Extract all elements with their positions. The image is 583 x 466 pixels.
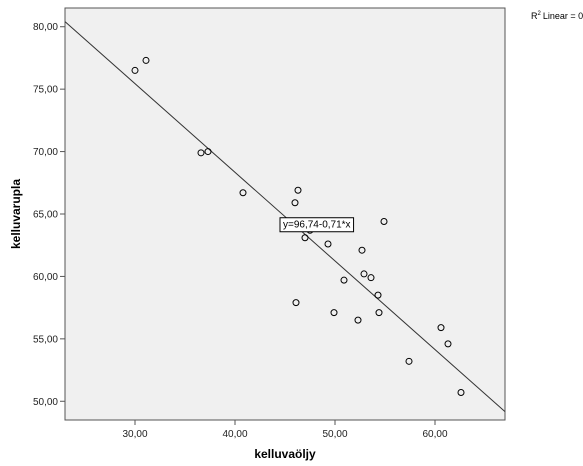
data-point <box>340 276 348 284</box>
axis-ticks: 30,00 40,00 50,00 60,00 50,00 55,00 60,00 65,00… <box>33 22 448 440</box>
data-point <box>444 340 452 348</box>
y-tick-label: 80,00 <box>33 22 58 33</box>
y-tick-label: 50,00 <box>33 397 58 408</box>
x-tick-label: 30,00 <box>122 429 147 440</box>
data-point <box>131 66 139 74</box>
fit-equation-label: y=96,74-0,71*x <box>283 220 351 231</box>
data-point <box>457 389 465 397</box>
data-point <box>380 217 388 225</box>
data-point <box>360 270 368 278</box>
data-point <box>324 240 332 248</box>
data-point <box>437 324 445 332</box>
data-point <box>294 186 302 194</box>
y-tick-label: 60,00 <box>33 272 58 283</box>
x-axis-label: kelluvaöljy <box>254 447 316 461</box>
x-tick-label: 40,00 <box>222 429 247 440</box>
y-tick-label: 75,00 <box>33 85 58 96</box>
data-point <box>142 56 150 64</box>
data-point <box>367 274 375 282</box>
y-tick-label: 70,00 <box>33 147 58 158</box>
data-point <box>330 309 338 317</box>
y-tick-label: 55,00 <box>33 334 58 345</box>
data-points <box>131 56 465 397</box>
plot-area <box>64 7 506 421</box>
data-point <box>292 299 300 307</box>
data-point <box>204 148 212 156</box>
data-point <box>291 199 299 207</box>
data-point <box>197 149 205 157</box>
y-tick-label: 65,00 <box>33 210 58 221</box>
data-point <box>301 234 309 242</box>
regression-line <box>64 21 506 413</box>
data-point <box>358 246 366 254</box>
x-tick-label: 50,00 <box>322 429 347 440</box>
x-tick-label: 60,00 <box>422 429 447 440</box>
data-point <box>354 316 362 324</box>
data-point <box>405 357 413 365</box>
data-point <box>374 291 382 299</box>
data-point <box>239 189 247 197</box>
y-axis-label: kelluvarupla <box>9 179 23 249</box>
fit-equation-box: y=96,74-0,71*x <box>279 217 355 233</box>
fit-equation-frame <box>279 217 355 233</box>
data-point <box>375 309 383 317</box>
